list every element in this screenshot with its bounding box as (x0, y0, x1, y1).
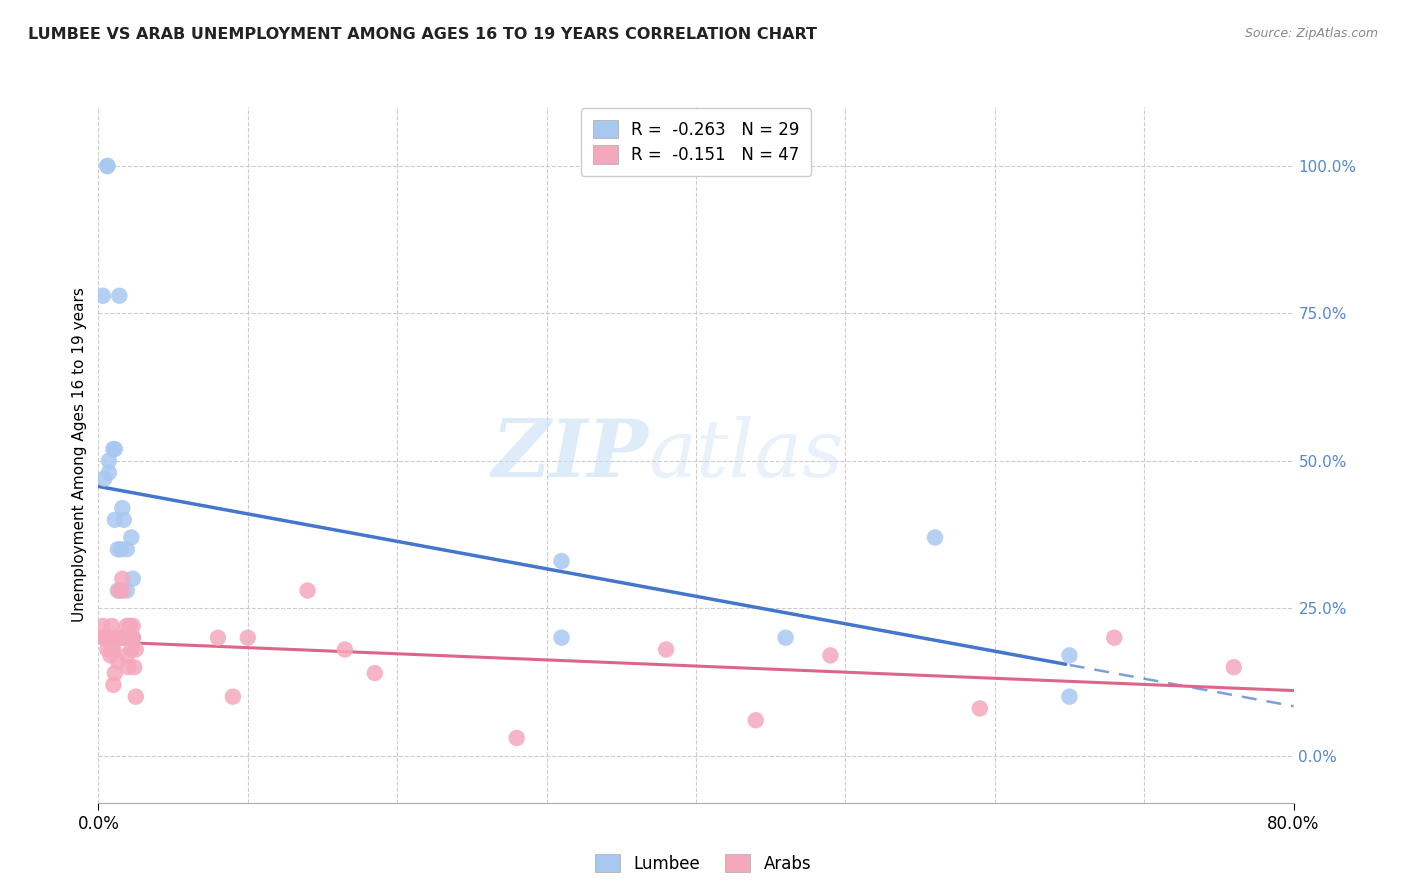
Point (207, 631, 229, 645)
Point (112, 513, 135, 527)
Point (1104, 631, 1126, 645)
Point (121, 631, 143, 645)
Point (101, 642, 124, 657)
Point (91, 619, 114, 633)
Point (107, 542, 129, 557)
Point (104, 513, 127, 527)
Point (333, 642, 356, 657)
Point (969, 701, 991, 715)
Point (108, 289, 131, 303)
Point (93, 471, 115, 485)
Point (111, 583, 134, 598)
Point (115, 648, 138, 663)
Point (111, 572, 134, 586)
Point (121, 619, 143, 633)
Point (120, 642, 142, 657)
Point (118, 631, 141, 645)
Point (121, 572, 143, 586)
Point (236, 631, 259, 645)
Point (120, 531, 142, 545)
Point (1059, 690, 1081, 704)
Text: atlas: atlas (648, 417, 844, 493)
Point (121, 631, 143, 645)
Point (820, 648, 842, 663)
Point (104, 442, 127, 456)
Point (104, 666, 127, 681)
Legend: Lumbee, Arabs: Lumbee, Arabs (588, 847, 818, 880)
Point (110, 631, 132, 645)
Point (111, 500, 134, 515)
Point (115, 542, 138, 557)
Point (103, 642, 125, 657)
Point (297, 583, 319, 598)
Text: Source: ZipAtlas.com: Source: ZipAtlas.com (1244, 27, 1378, 40)
Point (222, 690, 245, 704)
Point (114, 631, 136, 645)
Point (1223, 660, 1246, 674)
Point (101, 619, 124, 633)
Point (115, 583, 138, 598)
Point (110, 542, 132, 557)
Point (124, 660, 146, 674)
Point (121, 631, 143, 645)
Point (924, 531, 946, 545)
Point (550, 631, 572, 645)
Point (96, 159, 118, 173)
Point (91, 631, 114, 645)
Point (745, 713, 768, 727)
Point (115, 619, 138, 633)
Point (96, 159, 118, 173)
Point (117, 660, 139, 674)
Point (93, 631, 115, 645)
Point (107, 654, 129, 668)
Legend: R =  -0.263   N = 29, R =  -0.151   N = 47: R = -0.263 N = 29, R = -0.151 N = 47 (581, 109, 811, 176)
Point (125, 642, 148, 657)
Point (107, 631, 129, 645)
Point (96, 642, 118, 657)
Point (550, 554, 572, 568)
Point (118, 631, 141, 645)
Point (91, 289, 114, 303)
Point (107, 583, 129, 598)
Point (103, 442, 125, 456)
Point (97, 454, 120, 468)
Point (506, 731, 529, 745)
Y-axis label: Unemployment Among Ages 16 to 19 years: Unemployment Among Ages 16 to 19 years (72, 287, 87, 623)
Point (120, 631, 142, 645)
Point (97, 466, 120, 480)
Point (100, 648, 122, 663)
Point (97, 631, 120, 645)
Point (118, 619, 141, 633)
Point (1059, 648, 1081, 663)
Point (103, 678, 125, 692)
Point (94, 631, 117, 645)
Point (125, 690, 148, 704)
Text: ZIP: ZIP (491, 417, 648, 493)
Point (108, 583, 131, 598)
Point (111, 631, 134, 645)
Point (96, 631, 118, 645)
Point (364, 666, 387, 681)
Point (105, 631, 128, 645)
Point (118, 631, 141, 645)
Text: LUMBEE VS ARAB UNEMPLOYMENT AMONG AGES 16 TO 19 YEARS CORRELATION CHART: LUMBEE VS ARAB UNEMPLOYMENT AMONG AGES 1… (28, 27, 817, 42)
Point (655, 642, 678, 657)
Point (775, 631, 797, 645)
